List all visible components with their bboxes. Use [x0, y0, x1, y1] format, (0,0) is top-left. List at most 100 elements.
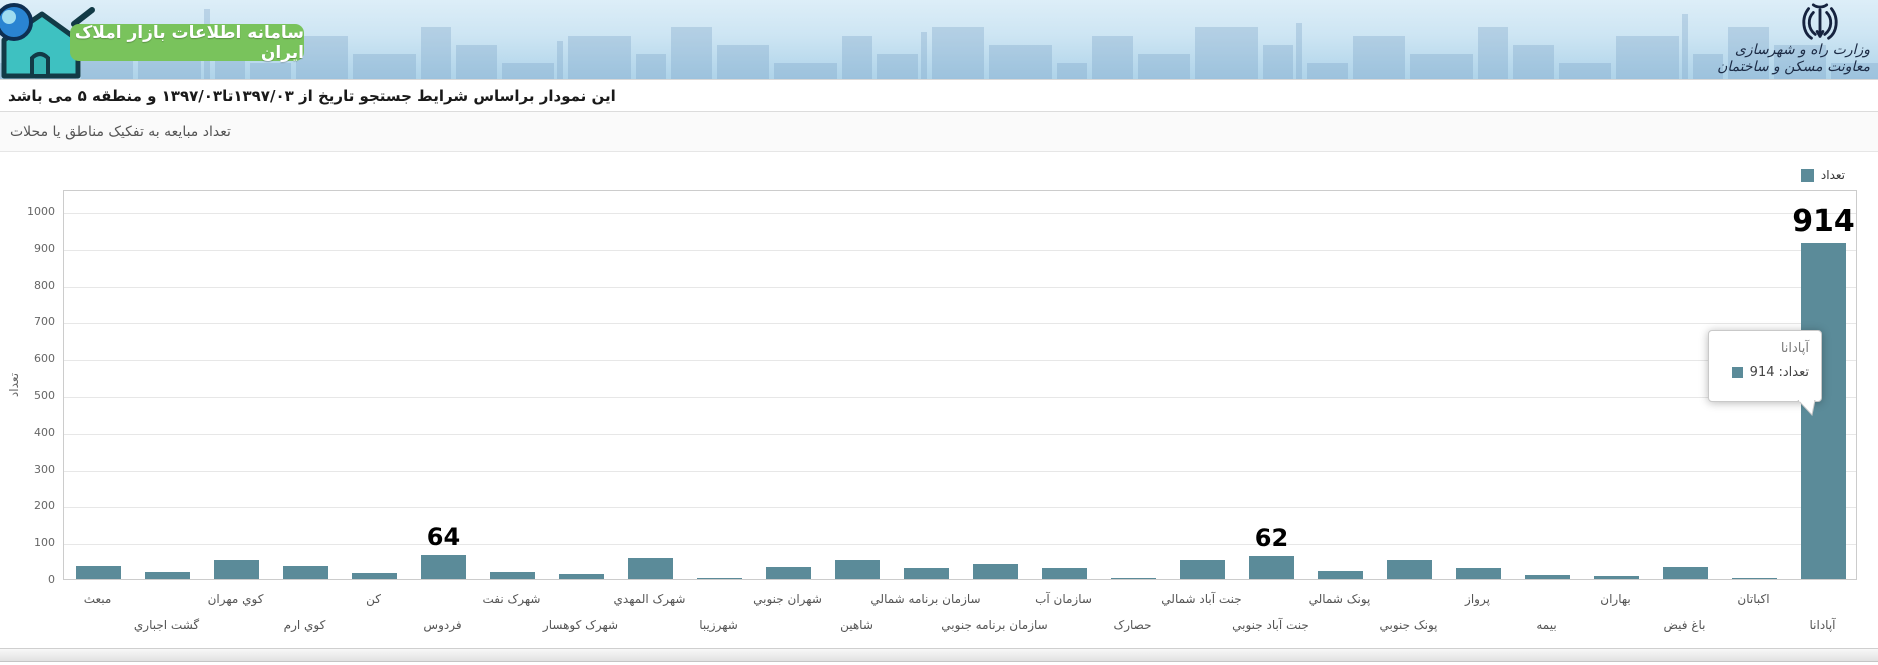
bar[interactable]	[421, 555, 466, 579]
x-axis-label: جنت آباد جنوبي	[1232, 618, 1309, 632]
bar[interactable]	[490, 571, 535, 579]
bar-value-label: 62	[1254, 524, 1289, 553]
gridline	[64, 544, 1856, 546]
gridline	[64, 286, 1856, 288]
x-axis-label: فردوس	[423, 618, 462, 632]
x-axis-label: بیمه	[1536, 618, 1557, 632]
legend-label: تعداد	[1820, 168, 1845, 182]
x-axis-label: پونک شمالي	[1308, 592, 1371, 606]
x-axis-label: شهرک المهدي	[613, 592, 686, 606]
x-axis-label: شاهین	[840, 618, 873, 632]
y-axis-tick-label: 400	[34, 425, 55, 439]
tooltip-series-row: تعداد: 914	[1721, 365, 1809, 380]
chart-tooltip: آپادانا تعداد: 914	[1708, 330, 1822, 416]
plot-area: 64 62 914	[63, 190, 1857, 580]
bottom-divider-bar[interactable]	[0, 648, 1878, 662]
x-axis-label: شهرزیبا	[699, 618, 738, 632]
gridline	[64, 397, 1856, 398]
skyline-icon	[0, 9, 1878, 79]
gridline	[64, 360, 1856, 362]
x-axis-label: مبعث	[83, 592, 112, 606]
bar[interactable]	[766, 566, 811, 579]
bar[interactable]	[697, 577, 742, 579]
search-criteria-text: این نمودار براساس شرایط جستجو تاریخ از ۱…	[8, 86, 616, 105]
x-axis-label: باغ فیض	[1663, 618, 1706, 632]
bar[interactable]	[1387, 559, 1432, 579]
chart-subtitle-text: تعداد مبایعه به تفکیک مناطق یا محلات	[10, 123, 231, 140]
gridline	[64, 213, 1856, 214]
gridline	[64, 507, 1856, 509]
y-axis-tick-label: 500	[34, 389, 55, 402]
chart-subtitle-bar: تعداد مبایعه به تفکیک مناطق یا محلات	[0, 112, 1878, 152]
gridline	[64, 323, 1856, 325]
bar[interactable]	[1594, 576, 1639, 579]
bar[interactable]	[628, 558, 673, 579]
tooltip-series-label: تعداد:	[1778, 365, 1810, 380]
bar[interactable]	[973, 563, 1018, 579]
gridline	[64, 433, 1856, 435]
tooltip-value: 914	[1749, 365, 1775, 380]
bar[interactable]	[352, 573, 397, 579]
app-badge: سامانه اطلاعات بازار املاک ایران	[70, 23, 304, 63]
bar[interactable]	[76, 566, 121, 579]
app-header: سامانه اطلاعات بازار املاک ایران وزارت ر…	[0, 0, 1878, 80]
y-axis-tick-label: 900	[34, 241, 55, 255]
bar[interactable]	[283, 566, 328, 579]
ministry-block: وزارت راه و شهرسازی معاونت مسکن و ساختما…	[1717, 2, 1870, 76]
gridline	[64, 249, 1856, 251]
bar[interactable]	[559, 574, 604, 579]
x-axis-label: شهران جنوبي	[753, 592, 822, 606]
bar[interactable]	[1663, 566, 1708, 579]
x-axis-label: سازمان آب	[1035, 592, 1092, 606]
tooltip-title: آپادانا	[1780, 341, 1809, 356]
bar[interactable]	[145, 572, 190, 579]
city-skyline-graphic	[0, 9, 1878, 79]
y-axis-tick-label: 200	[34, 499, 55, 513]
bar[interactable]	[1525, 575, 1570, 579]
x-axis-label: پونک جنوبي	[1379, 618, 1438, 632]
bar-value-label: 64	[426, 523, 461, 552]
bar-value-label: 914	[1792, 203, 1855, 239]
bar-chart: تعداد تعداد 64 62 914 0 100 200 300 400 500 600 7…	[0, 152, 1878, 648]
x-axis-label: سازمان برنامه شمالي	[870, 592, 981, 606]
y-axis-tick-label: 1000	[27, 205, 55, 218]
x-axis-label: بهاران	[1600, 592, 1631, 606]
gridline	[64, 470, 1856, 472]
ministry-line-1: وزارت راه و شهرسازی	[1734, 42, 1870, 58]
legend-swatch-icon	[1800, 168, 1814, 182]
bar[interactable]	[1111, 577, 1156, 579]
bar[interactable]	[1042, 567, 1087, 579]
chart-legend[interactable]: تعداد	[1800, 168, 1845, 182]
y-axis-tick-label: 0	[48, 573, 55, 586]
bar[interactable]	[835, 559, 880, 579]
iran-emblem-icon	[1802, 3, 1838, 40]
x-axis-label: شهرک نفت	[482, 592, 541, 606]
bar[interactable]	[1732, 577, 1777, 579]
x-axis-label: آپادانا	[1809, 618, 1836, 632]
bar[interactable]	[1180, 559, 1225, 579]
x-axis-label: جنت آباد شمالي	[1161, 592, 1242, 606]
x-axis-label: شهرک کوهسار	[542, 618, 619, 632]
x-axis-label: سازمان برنامه جنوبي	[941, 618, 1048, 632]
x-axis-label: گشت اجباري	[133, 618, 200, 632]
tooltip-tail-icon	[1797, 400, 1816, 416]
x-axis-label: اکباتان	[1737, 592, 1770, 606]
bar[interactable]	[904, 568, 949, 579]
bar[interactable]	[1249, 556, 1294, 579]
bar[interactable]	[1456, 567, 1501, 579]
y-axis-tick-label: 700	[34, 315, 55, 329]
x-axis-label: حصارک	[1113, 618, 1152, 632]
bar[interactable]	[214, 559, 259, 579]
x-axis-label: کوي ارم	[283, 618, 326, 632]
x-axis-label: کوي مهران	[207, 592, 264, 606]
y-axis-tick-label: 300	[34, 462, 55, 476]
y-axis-tick-label: 600	[34, 352, 55, 366]
bar[interactable]	[1318, 570, 1363, 579]
search-criteria-bar: این نمودار براساس شرایط جستجو تاریخ از ۱…	[0, 80, 1878, 112]
tooltip-swatch-icon	[1731, 367, 1743, 378]
y-axis-tick-label: 100	[34, 536, 55, 550]
x-axis-label: پرواز	[1465, 592, 1490, 606]
y-axis-tick-label: 800	[34, 278, 55, 292]
x-axis-label: کن	[366, 592, 381, 606]
